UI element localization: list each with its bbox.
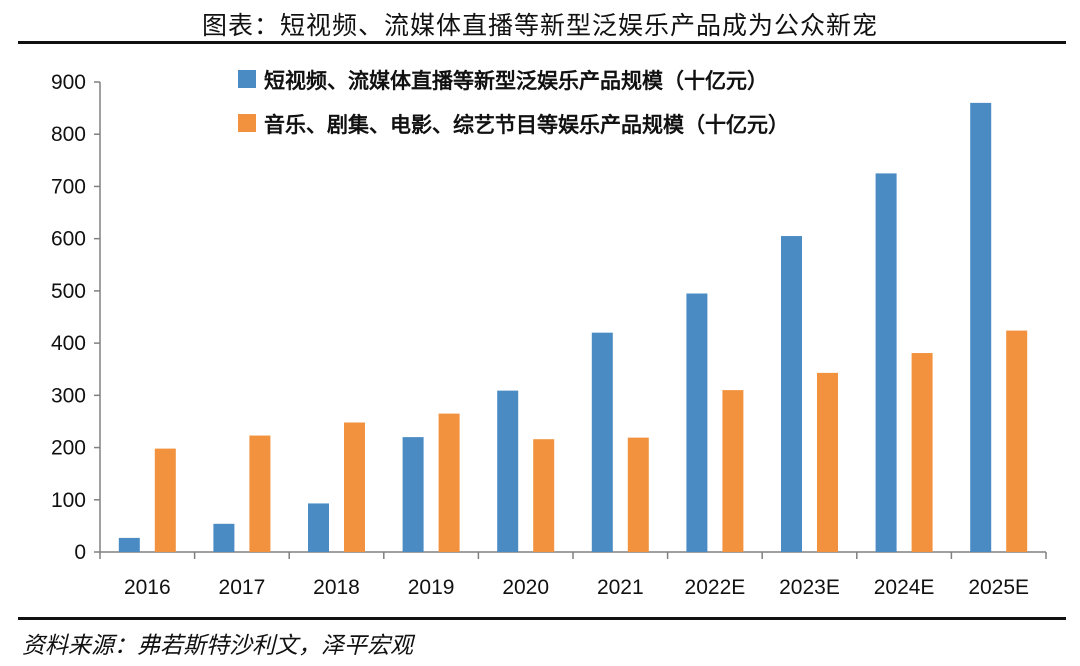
bar-new-entertainment	[781, 236, 802, 553]
bar-new-entertainment	[686, 293, 708, 552]
source-note: 资料来源：弗若斯特沙利文，泽平宏观	[22, 633, 413, 659]
bar-new-entertainment	[970, 102, 992, 552]
bar-new-entertainment	[591, 332, 613, 552]
chart-bars	[118, 102, 1028, 553]
y-tick-label: 400	[51, 332, 86, 355]
bar-traditional-entertainment	[438, 413, 460, 552]
x-tick-label: 2024E	[874, 576, 935, 599]
bar-chart: 0 100 200 300 400 500 600 700 800 900 2016 2017 2018…	[51, 68, 1047, 599]
y-tick-label: 800	[51, 123, 86, 146]
chart-title: 图表：短视频、流媒体直播等新型泛娱乐产品成为公众新宠	[201, 11, 878, 40]
bar-traditional-entertainment	[722, 390, 744, 552]
bar-new-entertainment	[213, 523, 235, 552]
x-tick-label: 2019	[408, 576, 455, 599]
x-tick-label: 2025E	[968, 576, 1029, 599]
bar-new-entertainment	[402, 437, 424, 552]
source-divider	[18, 617, 1066, 620]
bar-traditional-entertainment	[249, 435, 271, 552]
bar-traditional-entertainment	[1006, 330, 1028, 552]
y-tick-label: 700	[51, 175, 86, 198]
x-tick-label: 2022E	[685, 576, 746, 599]
x-tick-label: 2018	[313, 576, 360, 599]
y-tick-label: 300	[51, 384, 86, 407]
legend-swatch-orange	[238, 114, 256, 132]
title-underline	[18, 41, 1066, 44]
legend-swatch-blue	[238, 70, 256, 88]
y-tick-label: 200	[51, 437, 86, 460]
bar-traditional-entertainment	[817, 372, 838, 552]
y-tick-label: 600	[51, 228, 86, 251]
x-tick-label: 2017	[219, 576, 266, 599]
bar-new-entertainment	[308, 503, 329, 552]
bar-traditional-entertainment	[627, 437, 649, 552]
y-tick-label: 500	[51, 280, 86, 303]
bar-new-entertainment	[497, 390, 519, 552]
y-tick-label: 0	[74, 541, 86, 564]
bar-traditional-entertainment	[533, 439, 555, 552]
chart-legend: 短视频、流媒体直播等新型泛娱乐产品规模（十亿元） 音乐、剧集、电影、综艺节目等娱…	[238, 68, 789, 137]
x-tick-label: 2021	[597, 576, 644, 599]
bar-new-entertainment	[875, 173, 897, 552]
legend-label-traditional-entertainment: 音乐、剧集、电影、综艺节目等娱乐产品规模（十亿元）	[264, 112, 789, 137]
bar-new-entertainment	[118, 537, 140, 552]
x-tick-label: 2016	[124, 576, 171, 599]
y-tick-label: 900	[51, 71, 86, 94]
y-tick-label: 100	[51, 489, 86, 512]
x-tick-label: 2020	[502, 576, 549, 599]
bar-traditional-entertainment	[154, 448, 176, 552]
bar-traditional-entertainment	[911, 353, 933, 552]
legend-label-new-entertainment: 短视频、流媒体直播等新型泛娱乐产品规模（十亿元）	[264, 68, 768, 93]
x-tick-label: 2023E	[779, 576, 840, 599]
bar-traditional-entertainment	[344, 422, 365, 552]
